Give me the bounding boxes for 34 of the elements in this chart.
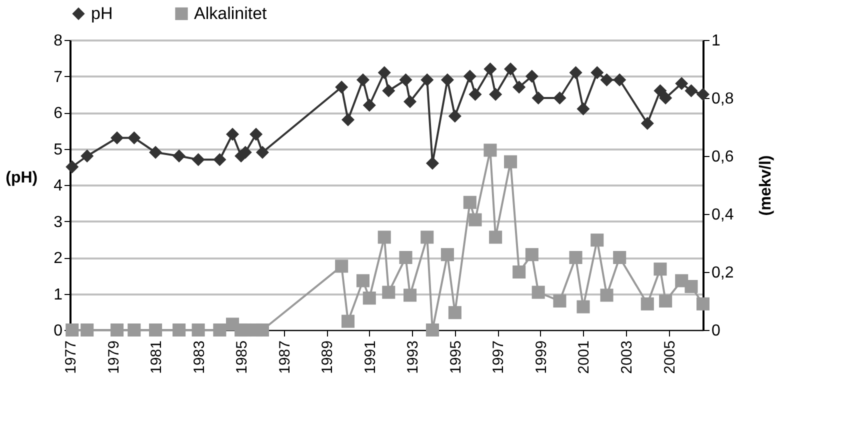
y2-tick-label: 0 [712,322,720,340]
x-tick-label: 1979 [105,340,122,374]
x-tick-label: 1989 [319,340,336,374]
x-tick-label: 1999 [532,340,550,374]
y-tick-label: 1 [54,286,63,304]
x-tick-label: 2003 [618,340,636,374]
x-tick-label: 1977 [62,340,80,374]
y-tick-label: 2 [54,250,63,267]
x-tick-label: 1993 [404,340,422,374]
y2-tick-label: 0,8 [712,90,734,108]
y2-tick-label: 0,6 [712,148,734,166]
y-tick-label: 7 [54,68,63,86]
legend-label: pH [91,4,113,23]
y-tick-label: 6 [54,105,63,122]
x-tick-label: 1995 [447,340,464,374]
x-tick-label: 2005 [661,340,678,374]
y-tick-label: 3 [54,214,63,231]
y-tick-label: 4 [54,178,63,194]
y-tick-label: 5 [54,141,63,158]
x-tick-label: 1987 [276,340,294,374]
x-tick-label: 1991 [362,340,379,374]
y-tick-label: 0 [54,322,63,340]
y2-tick-label: 1 [712,32,720,50]
legend-label: Alkalinitet [194,4,268,23]
y2-axis-title: (mekv/l) [758,155,775,216]
y-tick-label: 8 [54,32,63,50]
x-tick-label: 1981 [148,340,166,374]
x-tick-label: 1997 [490,340,508,374]
y2-tick-label: 0,2 [712,264,734,282]
y2-tick-label: 0,4 [712,206,734,224]
x-tick-label: 1983 [190,340,208,374]
x-tick-label: 2001 [576,340,593,374]
x-tick-label: 1985 [234,340,251,374]
y-axis-title: (pH) [6,170,38,186]
